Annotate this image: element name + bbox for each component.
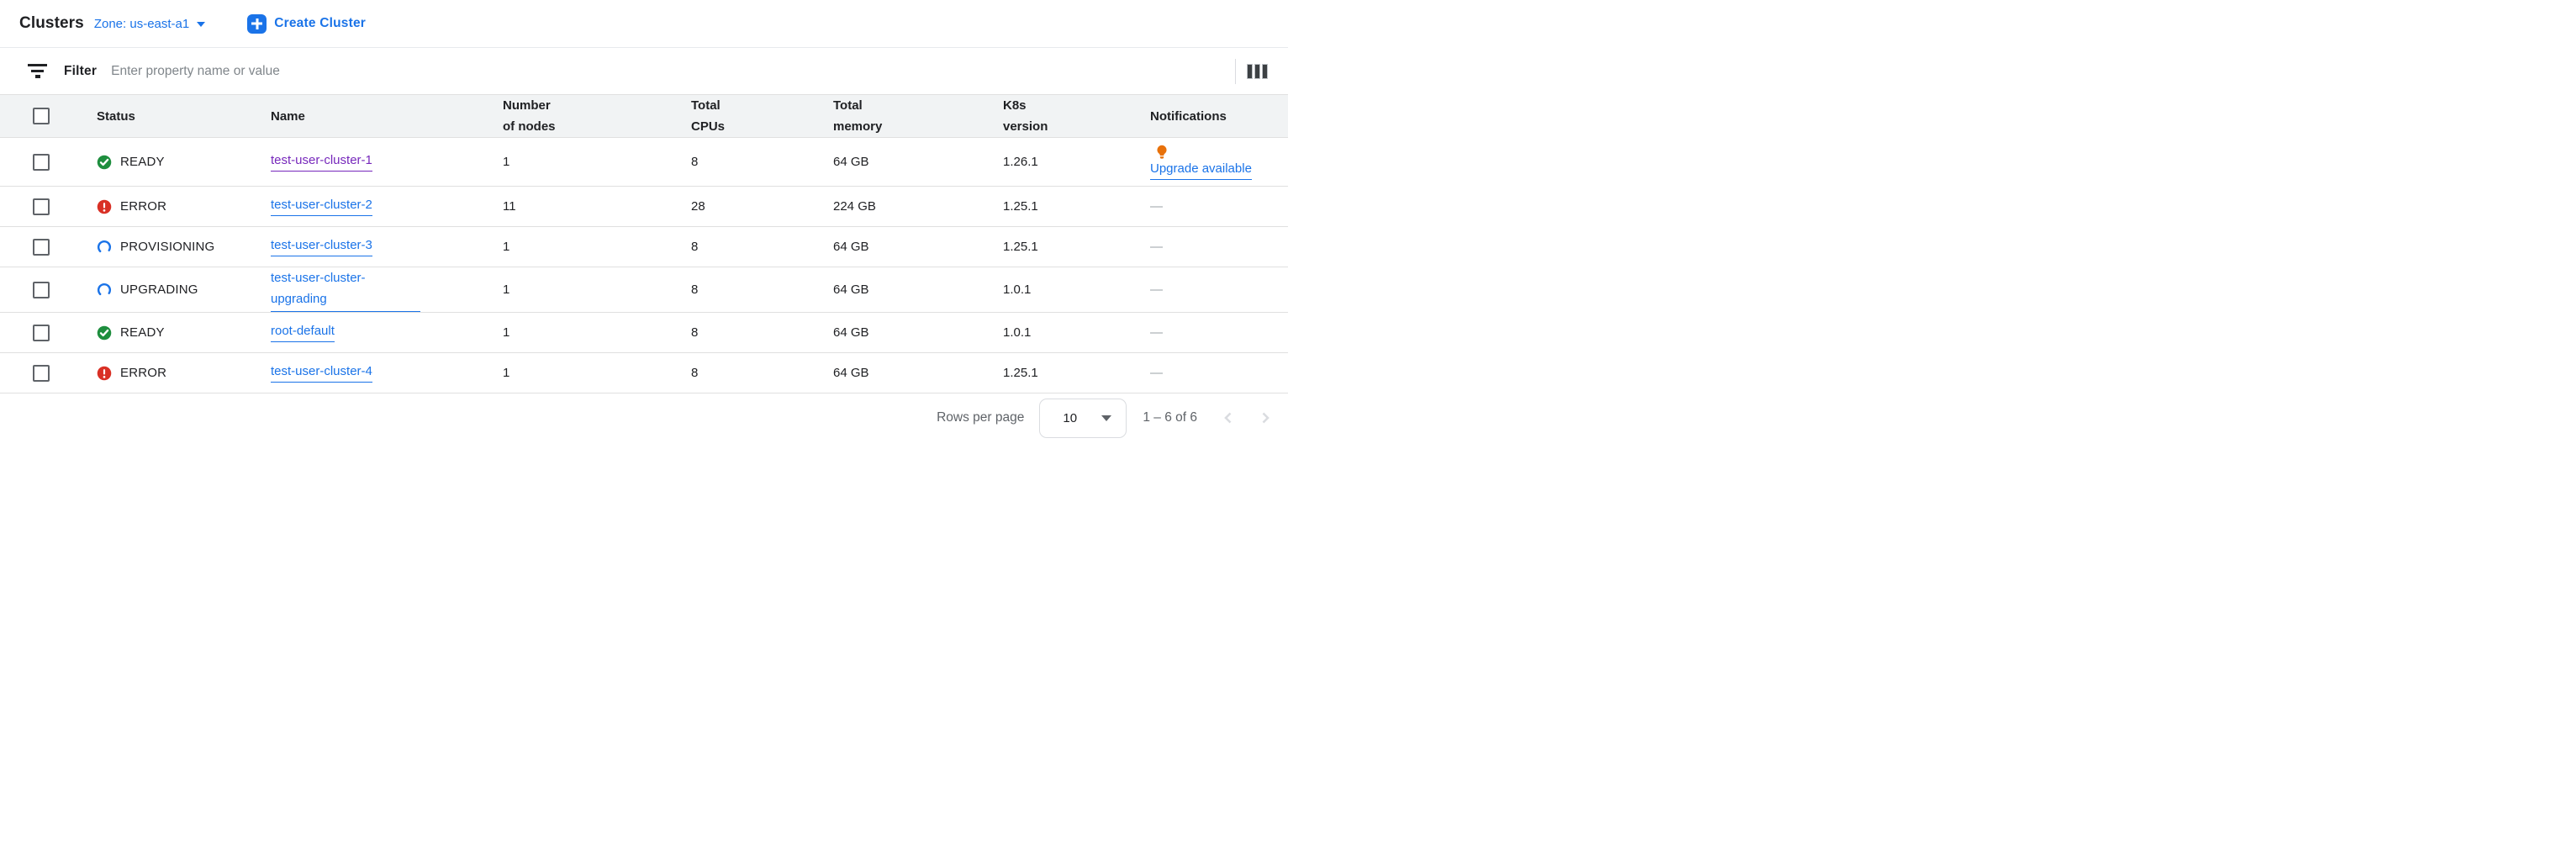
chevron-left-icon (1224, 412, 1232, 424)
previous-page-button[interactable] (1222, 410, 1234, 425)
row-checkbox[interactable] (33, 153, 50, 171)
k8s-version-value: 1.25.1 (1003, 199, 1038, 214)
row-checkbox[interactable] (33, 198, 50, 215)
nodes-value: 1 (503, 155, 510, 169)
title-bar: Clusters Zone: us-east-a1 Create Cluster (0, 0, 1288, 48)
provisioning-spinner-icon (97, 240, 112, 254)
select-all-checkbox[interactable] (33, 108, 50, 124)
table-row: ERROR test-user-cluster-2 11 28 224 GB 1… (0, 187, 1288, 227)
status-text: ERROR (120, 199, 167, 214)
memory-value: 64 GB (833, 155, 869, 169)
nodes-value: 1 (503, 283, 510, 297)
cpus-value: 8 (691, 325, 699, 340)
k8s-version-value: 1.25.1 (1003, 240, 1038, 254)
notification-empty: — (1150, 366, 1163, 380)
memory-value: 64 GB (833, 240, 869, 254)
ready-status-icon (97, 155, 112, 169)
status-text: UPGRADING (120, 283, 198, 297)
k8s-version-value: 1.0.1 (1003, 283, 1032, 297)
column-header-notifications: Notifications (1150, 108, 1227, 124)
memory-value: 64 GB (833, 283, 869, 297)
caret-down-icon (1101, 415, 1112, 421)
lightbulb-icon (1157, 145, 1167, 159)
notification-empty: — (1150, 325, 1163, 340)
chevron-right-icon (1262, 412, 1270, 424)
status-text: PROVISIONING (120, 240, 215, 254)
table-header-row: Status Name Number of nodes Total CPUs T… (0, 94, 1288, 138)
notification-empty: — (1150, 199, 1163, 214)
k8s-version-value: 1.25.1 (1003, 366, 1038, 380)
pagination-bar: Rows per page 10 1 – 6 of 6 (0, 393, 1288, 442)
table-row: READY root-default 1 8 64 GB 1.0.1 — (0, 313, 1288, 353)
rows-per-page-select[interactable]: 10 (1039, 398, 1127, 438)
filter-input[interactable] (111, 63, 1235, 79)
next-page-button[interactable] (1259, 410, 1271, 425)
cluster-name-link[interactable]: test-user-cluster-3 (271, 238, 372, 256)
rows-per-page-value: 10 (1063, 410, 1078, 425)
k8s-version-value: 1.26.1 (1003, 155, 1038, 169)
zone-selector-label: Zone: us-east-a1 (93, 16, 190, 31)
nodes-value: 11 (503, 199, 516, 214)
pagination-range: 1 – 6 of 6 (1143, 410, 1197, 425)
cluster-name-link[interactable]: test-user-cluster-4 (271, 364, 372, 383)
memory-value: 64 GB (833, 366, 869, 380)
zone-selector[interactable]: Zone: us-east-a1 (93, 16, 206, 31)
column-header-nodes: Number of nodes (503, 98, 556, 134)
create-cluster-label: Create Cluster (274, 16, 366, 30)
row-checkbox[interactable] (33, 238, 50, 256)
row-checkbox[interactable] (33, 324, 50, 341)
plus-icon (247, 13, 267, 34)
caret-down-icon (197, 22, 206, 27)
memory-value: 64 GB (833, 325, 869, 340)
cluster-name-link[interactable]: root-default (271, 324, 335, 342)
k8s-version-value: 1.0.1 (1003, 325, 1032, 340)
nodes-value: 1 (503, 325, 510, 340)
upgrading-spinner-icon (97, 283, 112, 297)
cpus-value: 8 (691, 366, 699, 380)
rows-per-page-label: Rows per page (937, 410, 1025, 425)
nodes-value: 1 (503, 240, 510, 254)
ready-status-icon (97, 325, 112, 340)
memory-value: 224 GB (833, 199, 876, 214)
cpus-value: 28 (691, 199, 705, 214)
table-row: UPGRADING test-user-cluster-upgrading 1 … (0, 267, 1288, 313)
status-text: READY (120, 155, 165, 169)
status-text: ERROR (120, 366, 167, 380)
row-checkbox[interactable] (33, 364, 50, 382)
error-status-icon (97, 366, 112, 380)
column-header-status: Status (97, 108, 135, 124)
notification-empty: — (1150, 283, 1163, 297)
cpus-value: 8 (691, 240, 699, 254)
cpus-value: 8 (691, 155, 699, 169)
table-row: PROVISIONING test-user-cluster-3 1 8 64 … (0, 227, 1288, 267)
column-header-memory: Total memory (833, 98, 883, 134)
create-cluster-button[interactable]: Create Cluster (247, 13, 366, 34)
toolbar-divider (1235, 58, 1236, 84)
filter-icon[interactable] (28, 64, 47, 78)
column-header-name: Name (271, 108, 305, 124)
column-header-cpus: Total CPUs (691, 98, 726, 134)
error-status-icon (97, 199, 112, 214)
nodes-value: 1 (503, 366, 510, 380)
table-row: READY test-user-cluster-1 1 8 64 GB 1.26… (0, 138, 1288, 187)
notification-empty: — (1150, 240, 1163, 254)
table-row: ERROR test-user-cluster-4 1 8 64 GB 1.25… (0, 353, 1288, 393)
page-title: Clusters (19, 14, 84, 32)
cluster-name-link[interactable]: test-user-cluster-2 (271, 198, 372, 216)
column-header-k8s-version: K8s version (1003, 98, 1048, 134)
filter-label: Filter (64, 63, 98, 78)
cluster-name-link[interactable]: test-user-cluster-upgrading (271, 267, 420, 312)
column-display-options-icon[interactable] (1247, 63, 1268, 79)
filter-bar: Filter (0, 48, 1288, 94)
row-checkbox[interactable] (33, 281, 50, 298)
cluster-name-link[interactable]: test-user-cluster-1 (271, 153, 372, 172)
cpus-value: 8 (691, 283, 699, 297)
status-text: READY (120, 325, 165, 340)
upgrade-available-link[interactable]: Upgrade available (1150, 161, 1252, 180)
